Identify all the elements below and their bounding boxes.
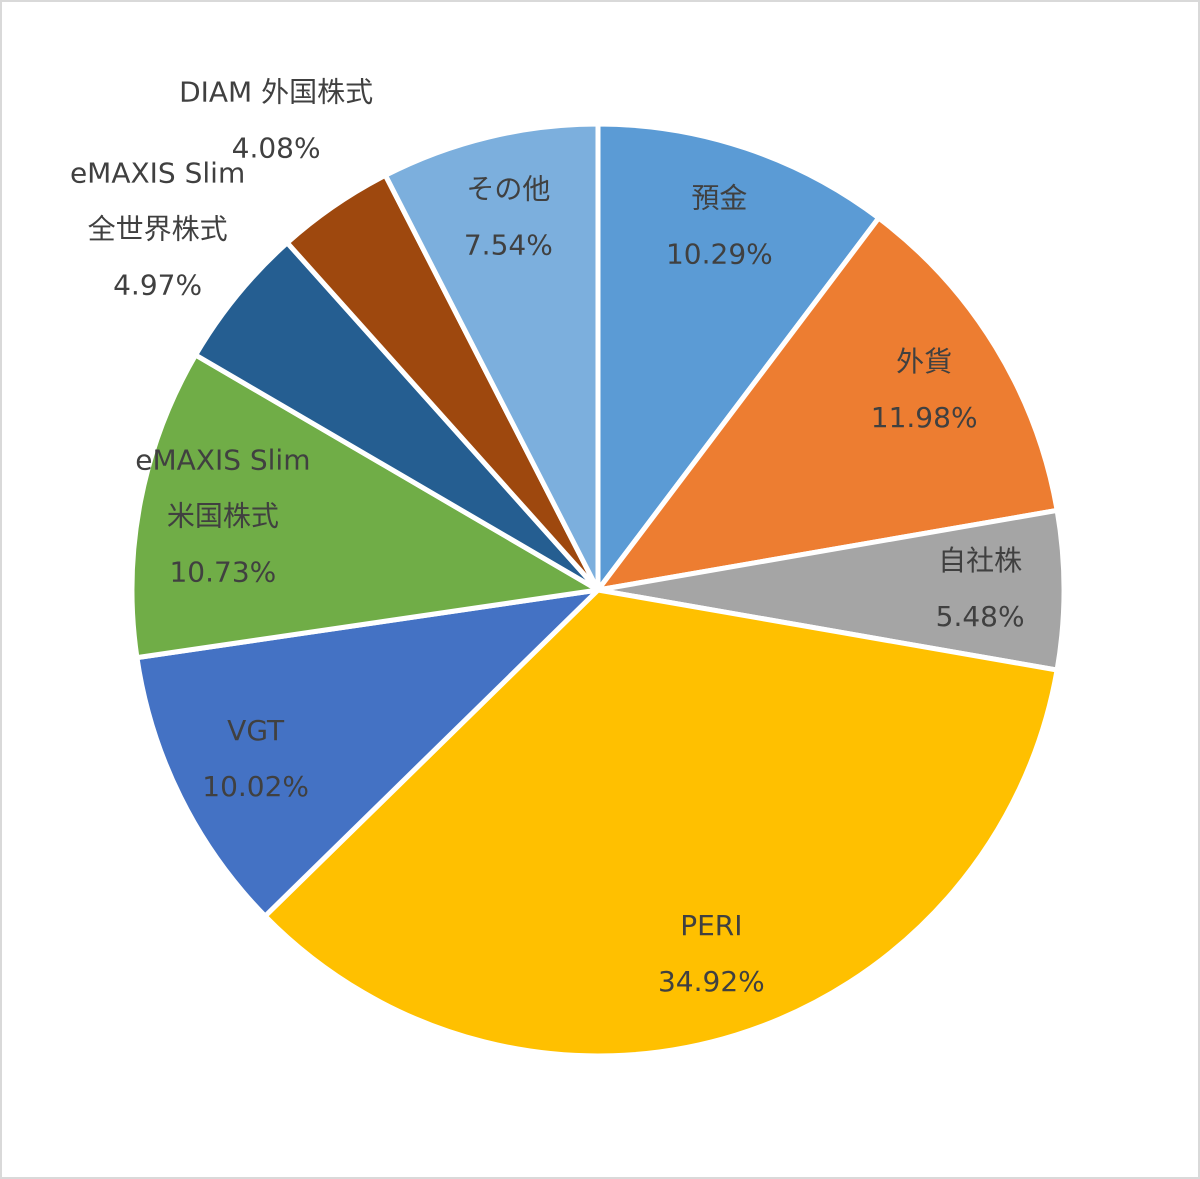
- pie-slice: [134, 586, 606, 920]
- value-label: 4.08%: [232, 131, 321, 164]
- value-label: 10.73%: [169, 555, 276, 588]
- category-label: DIAM 外国株式: [179, 75, 373, 108]
- category-label: 外貨: [896, 345, 952, 378]
- pie-slice: [192, 239, 600, 593]
- value-label: 4.97%: [113, 268, 202, 301]
- category-label: VGT: [227, 714, 285, 747]
- category-label: eMAXIS Slim: [135, 443, 310, 476]
- value-label: 34.92%: [658, 965, 765, 998]
- pie-slice: [592, 214, 1061, 594]
- pie-slice: [595, 121, 883, 598]
- category-label: PERI: [680, 909, 742, 942]
- value-label: 7.54%: [464, 229, 553, 262]
- pie-slice: [597, 507, 1067, 673]
- value-label: 10.02%: [202, 770, 309, 803]
- value-label: 5.48%: [936, 600, 1025, 633]
- pie-slice: [129, 351, 606, 661]
- category-label: 全世界株式: [88, 212, 228, 245]
- value-label: 11.98%: [871, 401, 978, 434]
- category-label: eMAXIS Slim: [70, 156, 245, 189]
- category-label: 自社株: [938, 544, 1022, 577]
- category-label: その他: [466, 173, 550, 206]
- value-label: 10.29%: [666, 238, 773, 271]
- pie-slice: [261, 587, 1060, 1059]
- category-label: 米国株式: [167, 499, 279, 532]
- category-label: 預金: [691, 182, 747, 215]
- pie-slice: [382, 121, 601, 592]
